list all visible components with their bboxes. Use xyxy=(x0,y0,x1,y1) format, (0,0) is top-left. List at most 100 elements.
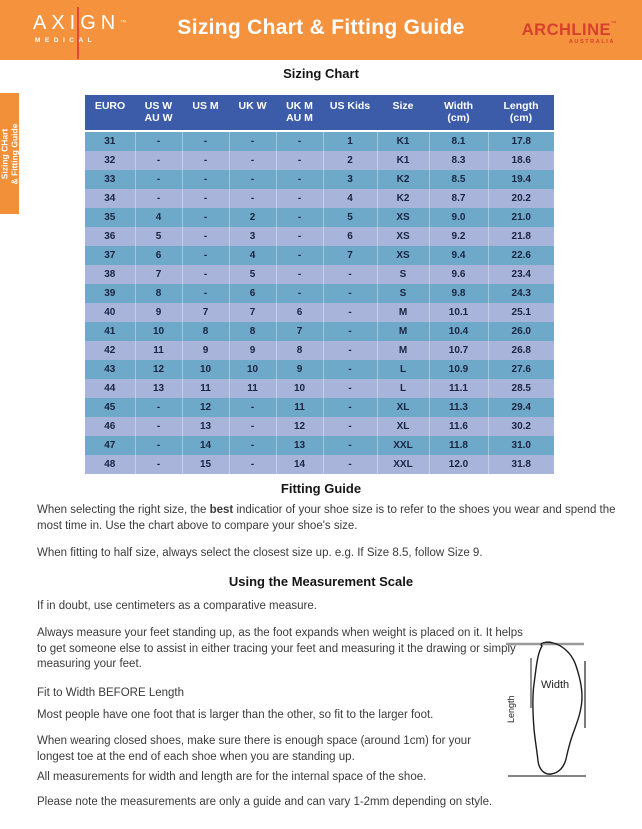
table-row: 40 9 7 7 6- M 10.1 25.1 xyxy=(85,303,554,322)
table-cell: XL xyxy=(377,398,430,417)
measurement-paragraph: When wearing closed shoes, make sure the… xyxy=(37,735,472,763)
table-cell: 31.0 xyxy=(488,436,554,455)
table-cell: 8.1 xyxy=(429,131,489,151)
table-cell: 33 xyxy=(85,170,136,189)
table-cell: 20.2 xyxy=(488,189,554,208)
table-cell: - xyxy=(323,436,378,455)
table-cell: XS xyxy=(377,208,430,227)
archline-logo-name: ARCHLINE™ xyxy=(522,21,617,40)
table-cell: 8 xyxy=(182,322,230,341)
sizing-chart-heading: Sizing Chart xyxy=(283,66,359,81)
table-cell: 27.6 xyxy=(488,360,554,379)
table-cell: 13 xyxy=(135,379,183,398)
table-cell: 15 xyxy=(182,455,230,474)
table-cell: 5 xyxy=(135,227,183,246)
table-cell: - xyxy=(182,208,230,227)
sidebar-tab-line1: Sizing CHart xyxy=(0,128,9,179)
table-cell: 43 xyxy=(85,360,136,379)
table-row: 38 7-5- - S 9.6 23.4 xyxy=(85,265,554,284)
table-cell: 8.7 xyxy=(429,189,489,208)
measurement-paragraph: Please note the measurements are only a … xyxy=(37,796,493,808)
table-cell: 13 xyxy=(182,417,230,436)
table-cell: 6 xyxy=(276,303,324,322)
table-cell: 7 xyxy=(182,303,230,322)
archline-logo: ARCHLINE™ AUSTRALIA xyxy=(522,21,617,45)
table-cell: 4 xyxy=(135,208,183,227)
table-cell: K2 xyxy=(377,189,430,208)
trademark-symbol: ™ xyxy=(611,21,617,27)
table-cell: 36 xyxy=(85,227,136,246)
table-cell: 40 xyxy=(85,303,136,322)
table-cell: 35 xyxy=(85,208,136,227)
table-cell: - xyxy=(135,189,183,208)
trademark-symbol: ™ xyxy=(120,20,127,26)
table-cell: 11 xyxy=(229,379,277,398)
table-cell: XL xyxy=(377,417,430,436)
table-cell: 26.0 xyxy=(488,322,554,341)
table-cell: 7 xyxy=(276,322,324,341)
table-cell: 8 xyxy=(229,322,277,341)
table-cell: M xyxy=(377,322,430,341)
table-cell: 10.9 xyxy=(429,360,489,379)
table-cell: - xyxy=(276,227,324,246)
table-cell: 10.4 xyxy=(429,322,489,341)
table-cell: 11.8 xyxy=(429,436,489,455)
table-cell: - xyxy=(135,417,183,436)
table-cell: 7 xyxy=(229,303,277,322)
table-cell: 11.6 xyxy=(429,417,489,436)
table-cell: 12 xyxy=(135,360,183,379)
table-cell: - xyxy=(276,131,324,151)
table-cell: 28.5 xyxy=(488,379,554,398)
table-cell: XXL xyxy=(377,455,430,474)
table-cell: - xyxy=(135,170,183,189)
table-cell: 11 xyxy=(135,341,183,360)
foot-outline xyxy=(532,641,583,775)
table-cell: - xyxy=(276,208,324,227)
table-cell: 6 xyxy=(229,284,277,303)
table-cell: 9 xyxy=(135,303,183,322)
table-row: 41 10 8 8 7- M 10.4 26.0 xyxy=(85,322,554,341)
table-cell: 6 xyxy=(135,246,183,265)
table-cell: - xyxy=(229,455,277,474)
table-cell: - xyxy=(182,170,230,189)
table-cell: 12 xyxy=(182,398,230,417)
table-cell: 41 xyxy=(85,322,136,341)
axign-logo-name: AXIGN™ xyxy=(33,11,128,35)
table-cell: 6 xyxy=(323,227,378,246)
table-cell: 4 xyxy=(323,189,378,208)
table-cell: 13 xyxy=(276,436,324,455)
table-cell: 4 xyxy=(229,246,277,265)
measurement-scale-heading: Using the Measurement Scale xyxy=(228,574,414,589)
table-cell: 5 xyxy=(229,265,277,284)
sidebar-tab-line2: & Fitting Guide xyxy=(8,123,19,184)
table-cell: - xyxy=(135,455,183,474)
table-cell: - xyxy=(182,284,230,303)
table-cell: 10 xyxy=(276,379,324,398)
sidebar-tab-label: Sizing CHart & Fitting Guide xyxy=(0,123,19,184)
table-row: 45-12-11- XL 11.3 29.4 xyxy=(85,398,554,417)
table-cell: 39 xyxy=(85,284,136,303)
table-cell: 48 xyxy=(85,455,136,474)
table-cell: 10 xyxy=(182,360,230,379)
table-cell: 21.0 xyxy=(488,208,554,227)
table-cell: 2 xyxy=(229,208,277,227)
table-cell: L xyxy=(377,379,430,398)
table-row: 46-13-12- XL 11.6 30.2 xyxy=(85,417,554,436)
column-header: US Kids xyxy=(323,95,377,132)
table-cell: - xyxy=(276,246,324,265)
table-cell: - xyxy=(276,170,324,189)
table-cell: 8 xyxy=(135,284,183,303)
table-row: 32- - - -2 K1 8.3 18.6 xyxy=(85,151,554,170)
table-cell: 10.1 xyxy=(429,303,489,322)
table-cell: - xyxy=(276,265,324,284)
table-cell: 45 xyxy=(85,398,136,417)
table-cell: 22.6 xyxy=(488,246,554,265)
table-cell: 9.4 xyxy=(429,246,489,265)
table-row: 33- - - -3 K2 8.5 19.4 xyxy=(85,170,554,189)
table-cell: 10 xyxy=(135,322,183,341)
table-cell: 9 xyxy=(182,341,230,360)
table-cell: - xyxy=(323,455,378,474)
table-cell: 23.4 xyxy=(488,265,554,284)
table-cell: 29.4 xyxy=(488,398,554,417)
